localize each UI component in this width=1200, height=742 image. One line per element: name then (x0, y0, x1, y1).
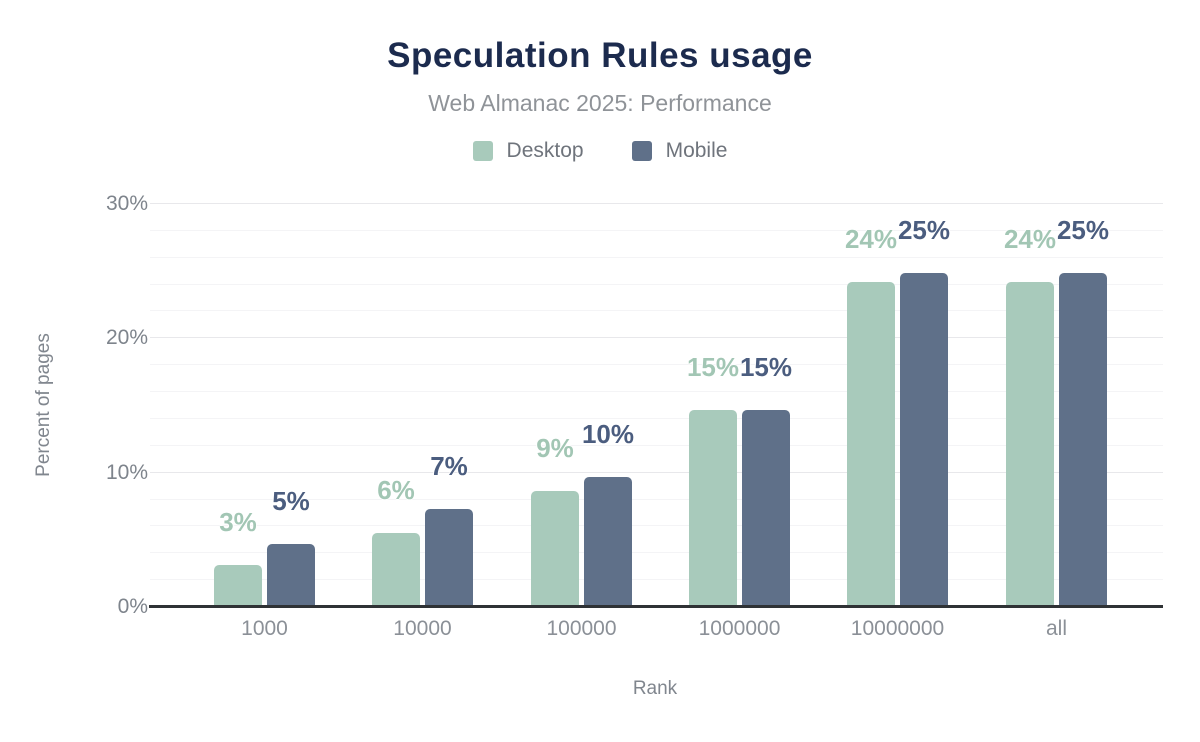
x-tick-100000: 100000 (546, 617, 617, 640)
value-label-mobile-10000000: 25% (897, 214, 951, 245)
bar-group-1000000: 15% 15% 1000000 (686, 204, 793, 640)
value-label-desktop-1000: 3% (219, 507, 257, 538)
value-label-mobile-10000: 7% (430, 450, 468, 481)
value-label-mobile-1000000: 15% (739, 351, 793, 382)
x-tick-1000: 1000 (241, 617, 288, 640)
gridline-2 (150, 579, 1163, 581)
bar-mobile-10000000[interactable] (900, 272, 948, 607)
x-axis-title: Rank (632, 678, 678, 699)
value-label-mobile-all: 25% (1056, 214, 1110, 245)
legend: Desktop Mobile (0, 139, 1200, 163)
gridline-4 (150, 552, 1163, 554)
x-tick-10000: 10000 (393, 617, 452, 640)
value-label-desktop-all: 24% (1003, 223, 1057, 254)
legend-label-desktop: Desktop (506, 139, 584, 162)
chart-subtitle: Web Almanac 2025: Performance (428, 90, 772, 116)
gridline-26 (150, 256, 1163, 258)
y-tick-20: 20% (105, 326, 148, 350)
gridline-18 (150, 364, 1163, 366)
y-axis-title: Percent of pages (33, 333, 54, 477)
gridline-14 (150, 417, 1163, 419)
gridline-28 (150, 229, 1163, 231)
bar-group-10000000: 24% 25% 10000000 (844, 204, 951, 640)
x-tick-1000000: 1000000 (698, 617, 781, 640)
y-tick-10: 10% (105, 460, 148, 484)
chart-title: Speculation Rules usage (387, 36, 813, 75)
bar-mobile-100000[interactable] (584, 476, 632, 607)
x-tick-10000000: 10000000 (850, 617, 945, 640)
gridline-12 (150, 444, 1163, 446)
plot-area: 3% 5% 1000 6% 7% 10000 9% 10% 100000 15%… (149, 203, 1163, 640)
bar-group-10000: 6% 7% 10000 (372, 204, 473, 640)
value-label-mobile-100000: 10% (581, 418, 635, 449)
value-label-desktop-10000: 6% (377, 475, 415, 506)
x-axis-line (149, 605, 1163, 608)
bar-group-1000: 3% 5% 1000 (214, 204, 315, 640)
gridline-8 (150, 498, 1163, 500)
y-tick-0: 0% (117, 595, 148, 618)
value-label-desktop-1000000: 15% (686, 351, 740, 382)
legend-item-mobile[interactable]: Mobile (631, 139, 728, 163)
y-axis: 30% 20% 10% 0% (60, 192, 148, 618)
bar-mobile-1000000[interactable] (742, 409, 790, 607)
bar-mobile-all[interactable] (1059, 272, 1107, 607)
mobile-series-swatch (631, 141, 652, 161)
bar-desktop-100000[interactable] (531, 491, 579, 607)
gridline-10 (150, 471, 1163, 473)
y-tick-30: 30% (105, 192, 148, 215)
desktop-series-swatch (472, 141, 493, 161)
gridline-20 (150, 337, 1163, 339)
gridline-6 (150, 525, 1163, 527)
legend-label-mobile: Mobile (665, 139, 728, 162)
bar-desktop-10000[interactable] (372, 533, 420, 607)
bar-group-all: 24% 25% all (1003, 204, 1110, 640)
gridline-16 (150, 391, 1163, 393)
bar-desktop-all[interactable] (1006, 281, 1054, 607)
bar-group-100000: 9% 10% 100000 (531, 204, 635, 640)
x-tick-all: all (1045, 617, 1068, 640)
bar-mobile-1000[interactable] (267, 543, 315, 607)
gridline-24 (150, 283, 1163, 285)
value-label-desktop-100000: 9% (536, 433, 574, 464)
value-label-mobile-1000: 5% (272, 485, 310, 516)
gridline-22 (150, 310, 1163, 312)
bar-mobile-10000[interactable] (425, 508, 473, 607)
bar-desktop-1000[interactable] (214, 565, 262, 607)
chart-header: Speculation Rules usage Web Almanac 2025… (0, 0, 1200, 163)
bar-desktop-1000000[interactable] (689, 409, 737, 607)
value-label-desktop-10000000: 24% (844, 223, 898, 254)
legend-item-desktop[interactable]: Desktop (472, 139, 584, 163)
bar-desktop-10000000[interactable] (847, 281, 895, 607)
gridline-30 (150, 203, 1163, 204)
